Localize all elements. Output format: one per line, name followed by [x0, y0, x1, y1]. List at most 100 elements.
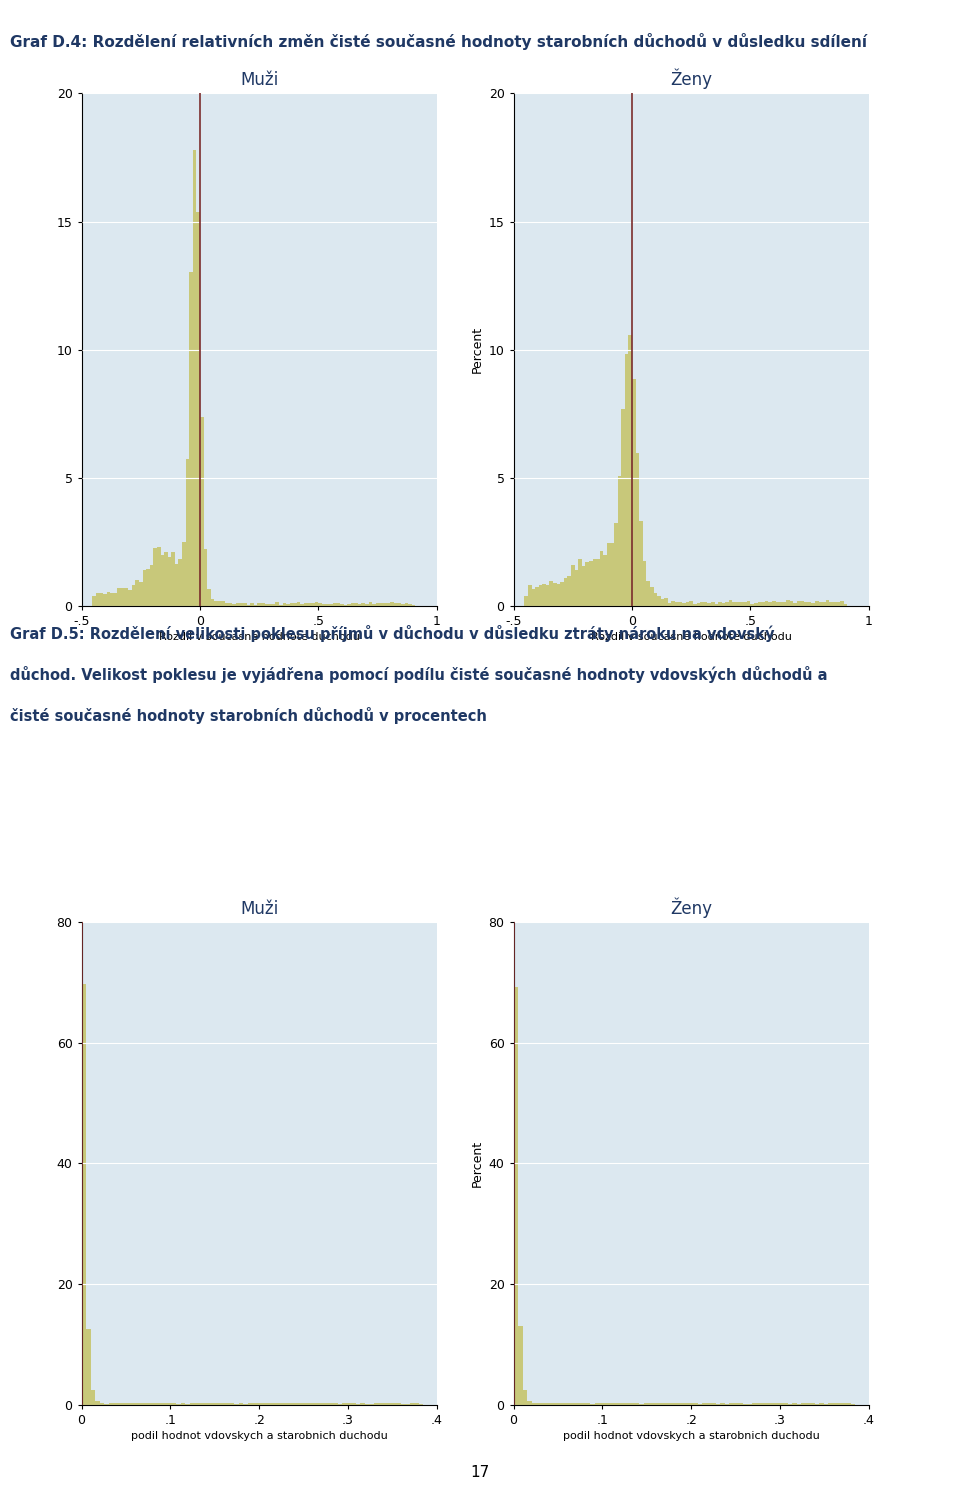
Bar: [726, 601, 729, 606]
Bar: [660, 598, 664, 606]
Bar: [704, 603, 708, 606]
Bar: [586, 562, 588, 606]
Bar: [375, 603, 379, 606]
Bar: [275, 1403, 279, 1405]
Bar: [304, 603, 307, 606]
Bar: [168, 558, 171, 606]
Bar: [211, 600, 214, 606]
Bar: [671, 1403, 676, 1405]
Bar: [636, 454, 639, 606]
Bar: [654, 594, 657, 606]
Bar: [671, 601, 675, 606]
Bar: [232, 604, 236, 606]
Bar: [564, 577, 567, 606]
Bar: [790, 601, 794, 606]
Bar: [840, 601, 844, 606]
Bar: [514, 987, 518, 1405]
Bar: [197, 211, 200, 606]
Bar: [90, 1389, 95, 1405]
Bar: [154, 547, 156, 606]
Bar: [350, 603, 354, 606]
Bar: [575, 570, 578, 606]
Bar: [668, 603, 671, 606]
Bar: [582, 567, 586, 606]
Bar: [739, 601, 743, 606]
Bar: [549, 582, 553, 606]
Bar: [261, 603, 265, 606]
Bar: [617, 476, 621, 606]
Bar: [631, 1403, 635, 1405]
Bar: [819, 601, 822, 606]
Bar: [732, 601, 736, 606]
Bar: [664, 598, 668, 606]
Bar: [532, 589, 535, 606]
Bar: [107, 592, 110, 606]
Bar: [621, 408, 625, 606]
Bar: [200, 416, 204, 606]
Bar: [776, 601, 780, 606]
Text: Percent: Percent: [470, 1139, 484, 1188]
Bar: [132, 1403, 135, 1405]
Bar: [95, 1400, 100, 1405]
Bar: [336, 603, 340, 606]
Bar: [768, 603, 772, 606]
Bar: [596, 559, 600, 606]
Bar: [700, 603, 704, 606]
Bar: [632, 380, 636, 606]
Bar: [300, 604, 304, 606]
Bar: [167, 1403, 172, 1405]
Bar: [372, 604, 375, 606]
Bar: [290, 603, 294, 606]
Bar: [236, 603, 239, 606]
Bar: [772, 601, 776, 606]
Bar: [114, 594, 117, 606]
Bar: [518, 1326, 522, 1405]
Bar: [150, 565, 154, 606]
Bar: [653, 1403, 658, 1405]
Bar: [301, 1403, 306, 1405]
Bar: [146, 568, 150, 606]
Bar: [754, 603, 757, 606]
Bar: [207, 589, 211, 606]
Bar: [675, 601, 679, 606]
Bar: [542, 585, 546, 606]
Bar: [268, 604, 272, 606]
Title: Ženy: Ženy: [670, 69, 712, 89]
Bar: [185, 460, 189, 606]
Bar: [171, 553, 175, 606]
Bar: [175, 564, 179, 606]
Bar: [282, 603, 286, 606]
Bar: [362, 603, 365, 606]
Bar: [693, 604, 697, 606]
Bar: [383, 603, 387, 606]
Bar: [135, 580, 139, 606]
Bar: [279, 1403, 284, 1405]
Bar: [397, 603, 401, 606]
Bar: [379, 603, 383, 606]
Bar: [316, 1403, 320, 1405]
Bar: [844, 604, 848, 606]
Bar: [836, 601, 840, 606]
Bar: [847, 1403, 851, 1405]
Bar: [387, 603, 390, 606]
Bar: [100, 1403, 104, 1405]
Bar: [657, 597, 660, 606]
Bar: [722, 603, 726, 606]
Bar: [532, 1403, 536, 1405]
Bar: [86, 1329, 90, 1405]
Bar: [92, 597, 96, 606]
Text: čisté současné hodnoty starobních důchodů v procentech: čisté současné hodnoty starobních důchod…: [10, 707, 487, 723]
Bar: [578, 559, 582, 606]
Bar: [782, 601, 786, 606]
Bar: [611, 543, 614, 606]
Bar: [315, 601, 319, 606]
Bar: [679, 603, 683, 606]
X-axis label: podil hodnot vdovskych a starobnich duchodu: podil hodnot vdovskych a starobnich duch…: [563, 1430, 820, 1441]
Bar: [792, 1403, 797, 1405]
Bar: [643, 561, 646, 606]
Bar: [251, 603, 253, 606]
Bar: [801, 601, 804, 606]
Bar: [761, 601, 765, 606]
Bar: [164, 552, 168, 606]
Bar: [528, 585, 532, 606]
